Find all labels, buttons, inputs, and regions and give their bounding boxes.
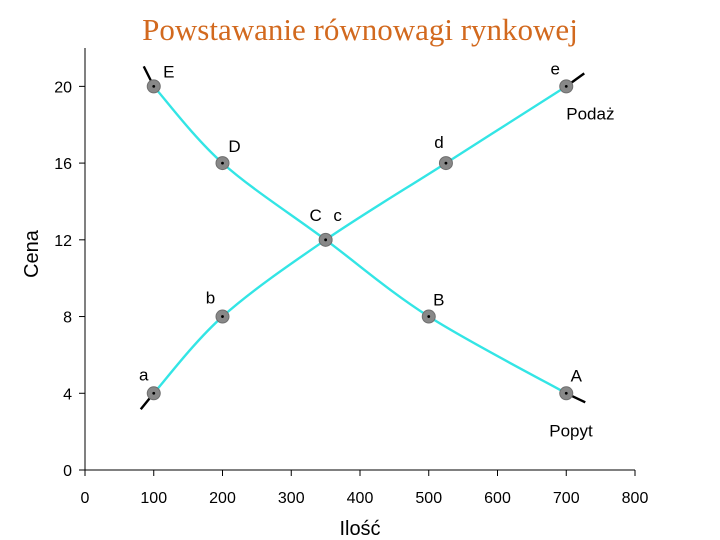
data-point-label: d [434,133,443,152]
data-point-center [221,315,224,318]
x-tick-label: 600 [484,490,511,507]
series-label: Podaż [566,104,614,123]
data-point-center [564,84,568,88]
data-point-label: D [228,137,240,156]
axes: 0 100 200 300 400 500 600 700 800 0 4 8 12 16 20 Ilość C… [21,48,648,540]
data-point-center [427,315,431,318]
data-point-label: B [433,291,444,310]
labels: E D C B A Popyt a b c d e Podaż [139,59,614,440]
x-tick-label: 500 [415,490,442,507]
data-point-center [221,161,224,165]
data-point-center [152,84,156,88]
y-tick-label: 12 [54,233,72,250]
x-tick-label: 200 [209,490,236,507]
y-tick-label: 8 [63,310,72,327]
x-tick-label: 100 [140,490,167,507]
data-point-label: e [551,59,560,78]
chart-title: Powstawanie równowagi rynkowej [142,12,578,47]
data-point-label: C [309,206,321,225]
curve-line [152,85,567,395]
curve-line [152,85,567,395]
x-axis-title: Ilość [339,518,380,540]
x-tick-label: 0 [81,490,90,507]
data-point-center [564,391,568,395]
x-tick-label: 800 [622,490,649,507]
data-point-label: b [206,289,215,308]
x-tick-label: 700 [553,490,580,507]
data-point-label: E [163,62,174,81]
y-axis-title: Cena [21,229,43,278]
curves [152,85,567,395]
data-point-center [444,161,448,165]
data-point-label: c [333,206,342,225]
data-point-label: A [571,366,583,385]
markers [146,79,574,401]
x-tick-label: 400 [347,490,374,507]
series-label: Popyt [549,421,593,440]
data-point-label: a [139,365,149,384]
y-tick-label: 20 [54,79,72,96]
data-point-center [324,238,328,242]
y-tick-label: 0 [63,463,72,480]
y-tick-label: 16 [54,156,72,173]
x-tick-label: 300 [278,490,305,507]
data-point-center [152,391,156,395]
y-tick-label: 4 [63,386,72,403]
